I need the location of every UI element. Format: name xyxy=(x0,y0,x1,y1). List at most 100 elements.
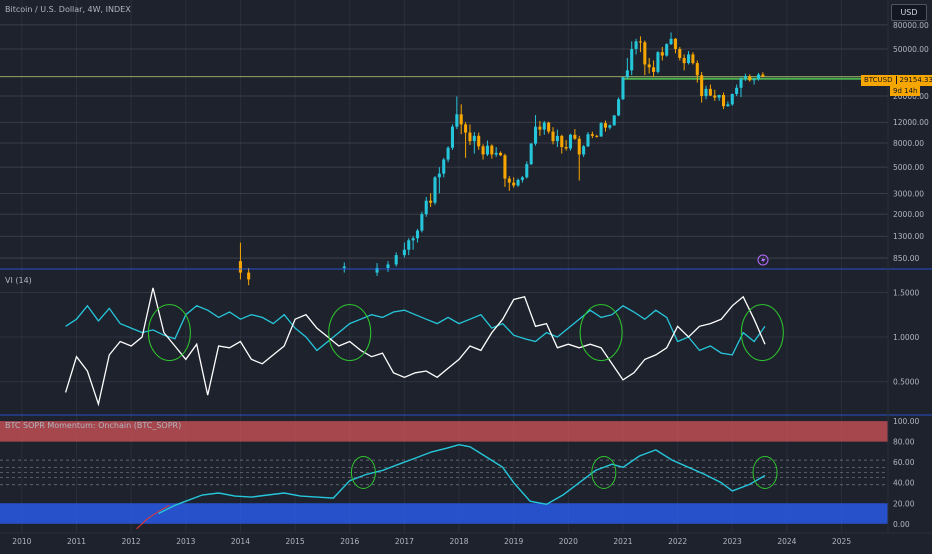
candle-body xyxy=(695,63,699,76)
candle-body xyxy=(595,135,599,137)
candle-body xyxy=(375,268,379,273)
candle-body xyxy=(735,87,739,95)
candle-body xyxy=(238,261,242,273)
candle-body xyxy=(748,76,752,81)
price-tag-value: 29154.33 xyxy=(899,76,932,84)
x-axis-tick-label: 2015 xyxy=(286,537,305,546)
candle-body xyxy=(612,115,616,126)
x-axis-tick-label: 2023 xyxy=(723,537,742,546)
candle-body xyxy=(415,230,420,239)
candle-body xyxy=(687,54,691,64)
vi-axis-tick-label: 0.5000 xyxy=(893,378,919,387)
candle-body xyxy=(752,79,756,81)
candle-body xyxy=(402,249,406,256)
candle-body xyxy=(608,125,612,128)
candle-body xyxy=(630,49,634,71)
candle-body xyxy=(446,147,450,160)
candle-body xyxy=(512,182,516,186)
candle-body xyxy=(691,54,695,64)
candle-body xyxy=(429,200,433,203)
x-axis-tick-label: 2016 xyxy=(340,537,359,546)
sopr-axis-tick-label: 40.00 xyxy=(893,479,915,488)
candle-body xyxy=(726,104,730,107)
x-axis-tick-label: 2024 xyxy=(777,537,796,546)
candle-body xyxy=(551,131,555,142)
candle-body xyxy=(708,88,712,96)
bar-countdown-tag: 9d 14h xyxy=(890,86,921,96)
candle-body xyxy=(673,38,677,50)
sopr-highlight-circle xyxy=(591,455,617,489)
candle-body xyxy=(433,177,437,203)
candle-body xyxy=(386,264,390,268)
oversold-zone xyxy=(0,503,888,524)
sopr-axis-tick-label: 100.00 xyxy=(893,417,919,426)
candle-body xyxy=(599,123,603,137)
candle-body xyxy=(669,38,673,45)
candle-body xyxy=(560,135,564,148)
candle-body xyxy=(503,155,507,179)
candle-body xyxy=(464,124,468,133)
candle-body xyxy=(590,134,594,136)
price-axis-tick-label: 8000.00 xyxy=(893,139,924,148)
x-axis-tick-label: 2022 xyxy=(668,537,687,546)
candle-body xyxy=(468,132,472,142)
price-axis-tick-label: 5000.00 xyxy=(893,163,924,172)
candle-body xyxy=(568,134,573,149)
x-axis-tick-label: 2011 xyxy=(67,537,86,546)
candle-body xyxy=(603,123,608,128)
price-axis-tick-label: 1300.00 xyxy=(893,232,924,241)
price-axis-tick-label: 12000.00 xyxy=(893,118,929,127)
candle-body xyxy=(394,255,398,265)
sopr-highlight-circle xyxy=(350,455,376,489)
candle-body xyxy=(739,78,743,88)
candle-body xyxy=(520,177,524,180)
candle-body xyxy=(411,238,415,241)
vi-highlight-circle xyxy=(328,304,372,362)
vi-axis-tick-label: 1.5000 xyxy=(893,288,919,297)
candle-body xyxy=(507,178,511,183)
candle-body xyxy=(643,42,647,65)
candle-body xyxy=(485,145,489,155)
candle-body xyxy=(450,126,455,148)
vi-plus-line xyxy=(65,304,766,356)
candle-body xyxy=(634,41,638,50)
candle-body xyxy=(459,114,463,125)
candle-body xyxy=(481,146,485,155)
x-axis-tick-label: 2021 xyxy=(613,537,632,546)
candle-body xyxy=(647,64,651,68)
candle-body xyxy=(713,95,717,98)
candle-body xyxy=(717,95,721,98)
overbought-zone xyxy=(0,421,888,442)
candle-body xyxy=(477,135,481,147)
vi-highlight-circle xyxy=(147,304,191,362)
currency-button[interactable]: USD xyxy=(891,4,927,21)
sopr-momentum-line-early xyxy=(136,504,170,530)
candle-body xyxy=(499,152,503,156)
candle-body xyxy=(621,77,625,100)
vi-axis-tick-label: 1.0000 xyxy=(893,333,919,342)
sopr-highlight-circle xyxy=(752,455,778,489)
x-axis-tick-label: 2020 xyxy=(559,537,578,546)
candle-body xyxy=(678,49,682,58)
price-axis-tick-label: 80000.00 xyxy=(893,21,929,30)
candle-body xyxy=(743,76,747,79)
candle-body xyxy=(490,145,494,155)
candle-body xyxy=(516,179,520,186)
candle-body xyxy=(538,126,542,130)
price-axis-tick-label: 20000.00 xyxy=(893,92,929,101)
candle-body xyxy=(617,99,621,116)
candle-body xyxy=(660,52,664,56)
price-tag-symbol: BTCUSD xyxy=(864,76,897,84)
candle-body xyxy=(455,114,459,127)
candle-body xyxy=(472,135,476,142)
sopr-pane-title: BTC SOPR Momentum: Onchain (BTC_SOPR) xyxy=(5,421,182,430)
candle-body xyxy=(700,75,704,97)
price-pane-title: Bitcoin / U.S. Dollar, 4W, INDEX xyxy=(5,5,131,14)
price-axis-tick-label: 50000.00 xyxy=(893,45,929,54)
lightning-icon-bolt xyxy=(761,256,766,264)
price-axis-tick-label: 850.00 xyxy=(893,254,919,263)
last-price-tag: BTCUSD 29154.33 xyxy=(861,75,932,86)
x-axis-tick-label: 2019 xyxy=(504,537,523,546)
candle-body xyxy=(247,272,251,280)
